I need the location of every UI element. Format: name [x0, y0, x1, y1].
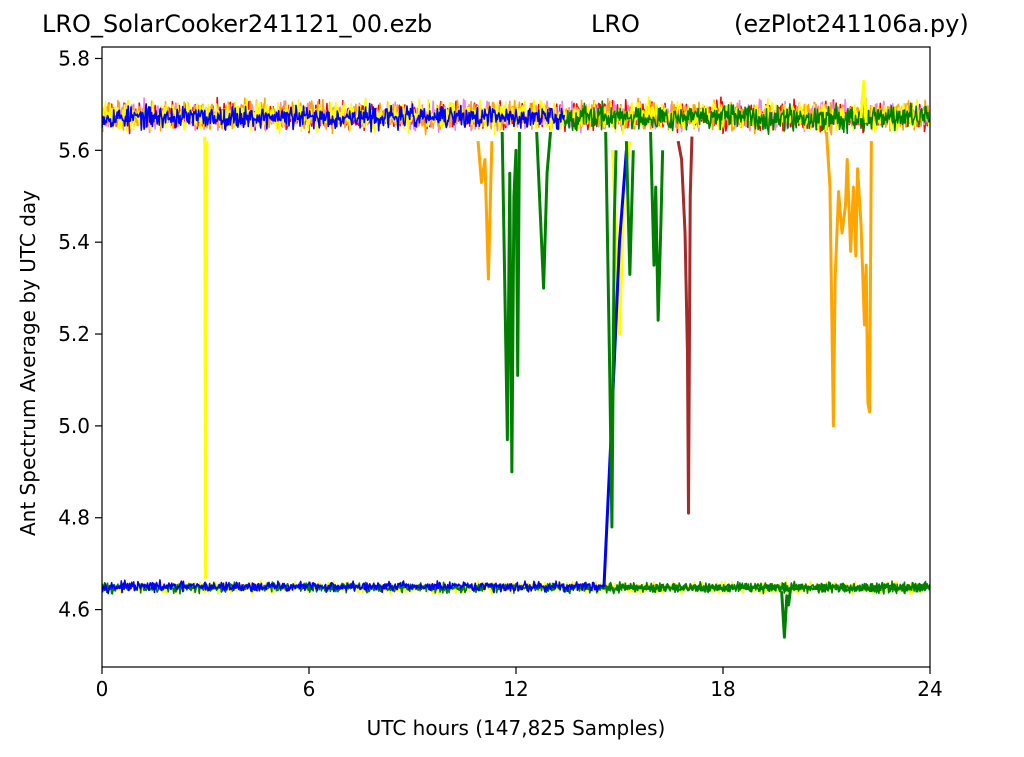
x-tick-label: 0 [96, 677, 109, 701]
series-line-5 [602, 150, 628, 587]
series-lines [203, 79, 873, 639]
series-line-2 [500, 131, 521, 474]
series-line-8 [649, 131, 665, 322]
series-line-3 [535, 131, 552, 290]
series-line-9 [676, 136, 694, 515]
series-line-7 [624, 141, 635, 276]
y-axis-label: Ant Spectrum Average by UTC day [16, 190, 40, 536]
chart-title-left: LRO_SolarCooker241121_00.ezb [42, 10, 433, 38]
chart-title-right: (ezPlot241106a.py) [734, 10, 969, 38]
x-tick-label: 6 [303, 677, 316, 701]
chart-title-center: LRO [591, 10, 640, 38]
noise-bands [102, 96, 930, 596]
y-tick-label: 4.6 [58, 598, 90, 622]
y-tick-label: 4.8 [58, 506, 90, 530]
y-tick-label: 5.6 [58, 138, 90, 162]
y-axis: 4.6 4.8 5.0 5.2 5.4 5.6 5.8 [58, 46, 102, 622]
series-line-12 [859, 79, 868, 123]
x-tick-label: 24 [917, 677, 942, 701]
x-tick-label: 18 [710, 677, 735, 701]
series-line-0 [203, 136, 209, 579]
y-tick-label: 5.0 [58, 414, 90, 438]
y-tick-label: 5.4 [58, 230, 90, 254]
y-tick-label: 5.8 [58, 46, 90, 70]
y-tick-label: 5.2 [58, 322, 90, 346]
band-series-4 [102, 102, 566, 133]
plot-frame [101, 46, 931, 668]
band-series-8 [102, 579, 605, 595]
x-axis: 0 6 12 18 24 [96, 667, 943, 701]
series-line-6 [604, 131, 618, 529]
series-line-10 [825, 131, 873, 428]
series-line-11 [780, 591, 792, 639]
x-axis-label: UTC hours (147,825 Samples) [366, 716, 666, 740]
band-series-5 [563, 100, 930, 135]
series-line-1 [476, 141, 494, 281]
band-series-9 [603, 580, 930, 595]
x-tick-label: 12 [503, 677, 528, 701]
